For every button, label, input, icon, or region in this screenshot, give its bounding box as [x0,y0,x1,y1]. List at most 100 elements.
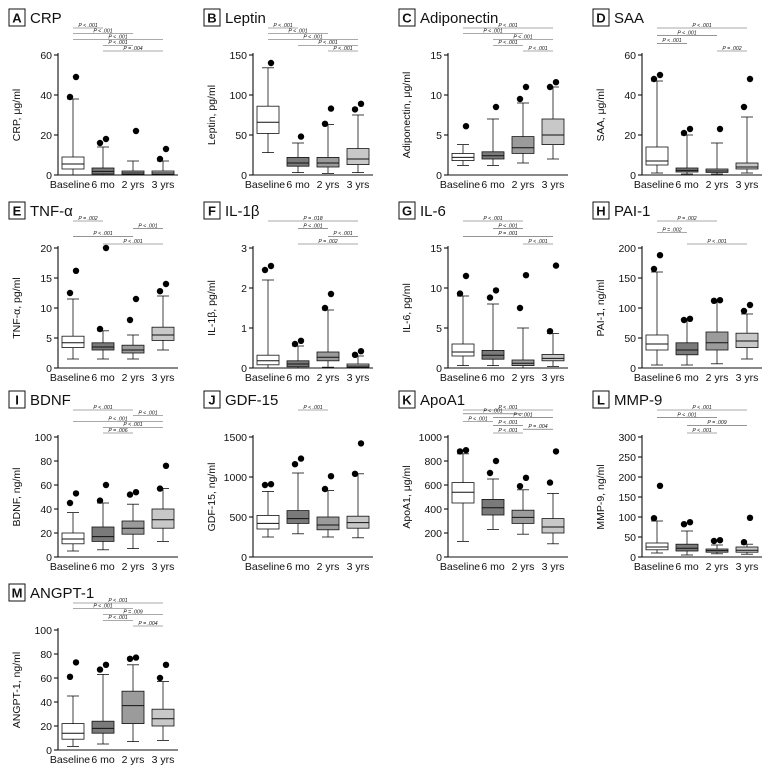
panel-letter: M [12,586,23,601]
box-2 [121,127,145,176]
p-value-label: P < .001 [707,239,726,245]
y-tick-label: 100 [618,512,636,524]
outlier-point [267,59,275,67]
panel-letter: C [402,11,412,26]
box-2 [705,297,729,365]
p-value-label: P < .001 [93,604,112,610]
outlier-point [357,440,365,447]
panel-letter-box [398,201,416,220]
panel-letter: G [402,204,412,219]
y-tick-label: 150 [618,492,636,504]
panel-i: I BDNF BDNF, ng/ml 0 20 40 60 80 100 Baseline 6 mo… [8,390,178,573]
outlier-point [462,123,470,130]
box-1 [91,661,115,745]
p-value-label: P < .001 [78,23,97,29]
p-value-label: P < .001 [677,30,696,36]
y-tick-label: 0 [241,552,247,564]
outlier-point [680,316,688,324]
x-tick-label: 6 mo [286,561,310,573]
panel-letter: D [596,11,605,26]
y-axis-label: ANGPT-1, ng/ml [11,652,23,728]
outlier-point [156,674,164,682]
outlier-point [132,489,140,496]
p-value-label: P < .001 [692,428,711,434]
p-value-label: P = .018 [303,216,322,222]
outlier-point [327,473,335,480]
y-tick-label: 20 [40,130,52,142]
box-2 [511,272,535,369]
p-value-label: P < .001 [108,34,127,40]
outlier-point [156,485,164,492]
y-axis-label: ApoA1, μg/ml [401,465,413,528]
x-tick-label: 6 mo [675,372,699,384]
box-0 [61,490,85,552]
x-tick-label: 2 yrs [512,372,535,384]
x-tick-label: Baseline [50,372,90,384]
outlier-point [686,315,694,322]
outlier-point [261,266,269,274]
x-tick-label: 3 yrs [152,754,175,766]
y-tick-label: 150 [618,273,636,285]
panel-letter: H [596,204,605,219]
panel-letter-box [8,583,26,602]
x-tick-label: Baseline [440,561,480,573]
y-axis-label: Adiponectin, μg/ml [401,72,413,159]
iqr-box [316,351,340,362]
chart-title: Leptin [225,10,266,27]
p-value-label: P < .001 [468,416,487,422]
box-3 [541,262,565,367]
outlier-point [96,139,104,147]
y-tick-label: 3 [241,243,247,255]
chart-title: CRP [30,10,62,27]
outlier-point [132,295,140,303]
outlier-point [546,83,554,91]
iqr-box [675,543,699,552]
y-tick-label: 10 [430,283,442,295]
iqr-box [91,526,115,542]
outlier-point [486,294,494,301]
iqr-box [256,514,280,530]
y-tick-label: 1500 [224,432,248,444]
outlier-point [456,448,464,455]
y-tick-label: 800 [424,456,442,468]
outlier-point [102,244,110,252]
outlier-point [492,103,500,111]
box-0 [451,123,475,166]
iqr-box [316,156,340,168]
x-tick-label: 2 yrs [512,561,535,573]
x-tick-label: Baseline [50,179,90,191]
outlier-point [740,539,748,546]
outlier-point [486,469,494,477]
x-tick-label: 2 yrs [122,754,145,766]
x-tick-label: Baseline [245,179,285,191]
x-tick-label: 2 yrs [512,179,535,191]
y-tick-label: 0 [436,363,442,375]
outlier-point [327,105,335,112]
outlier-point [656,482,664,489]
iqr-box [451,343,475,357]
y-tick-label: 500 [229,512,247,524]
outlier-point [686,519,694,526]
p-value-label: P = .004 [138,621,157,627]
outlier-point [462,272,470,280]
outlier-point [716,537,724,544]
box-3 [541,448,565,545]
outlier-point [321,120,329,128]
x-tick-label: Baseline [634,372,674,384]
outlier-point [546,328,554,335]
panel-letter-box [203,390,221,409]
x-tick-label: 6 mo [675,561,699,573]
y-tick-label: 400 [424,504,442,516]
p-value-label: P < .001 [692,405,711,411]
outlier-point [66,499,74,507]
outlier-point [516,483,524,490]
outlier-point [96,666,104,673]
x-tick-label: 2 yrs [122,179,145,191]
p-value-label: P = .002 [677,216,696,222]
box-1 [286,337,310,369]
y-tick-label: 1 [241,323,247,335]
p-value-label: P < .001 [273,23,292,29]
y-tick-label: 150 [229,50,247,62]
y-axis-label: IL-6, pg/ml [401,283,413,333]
